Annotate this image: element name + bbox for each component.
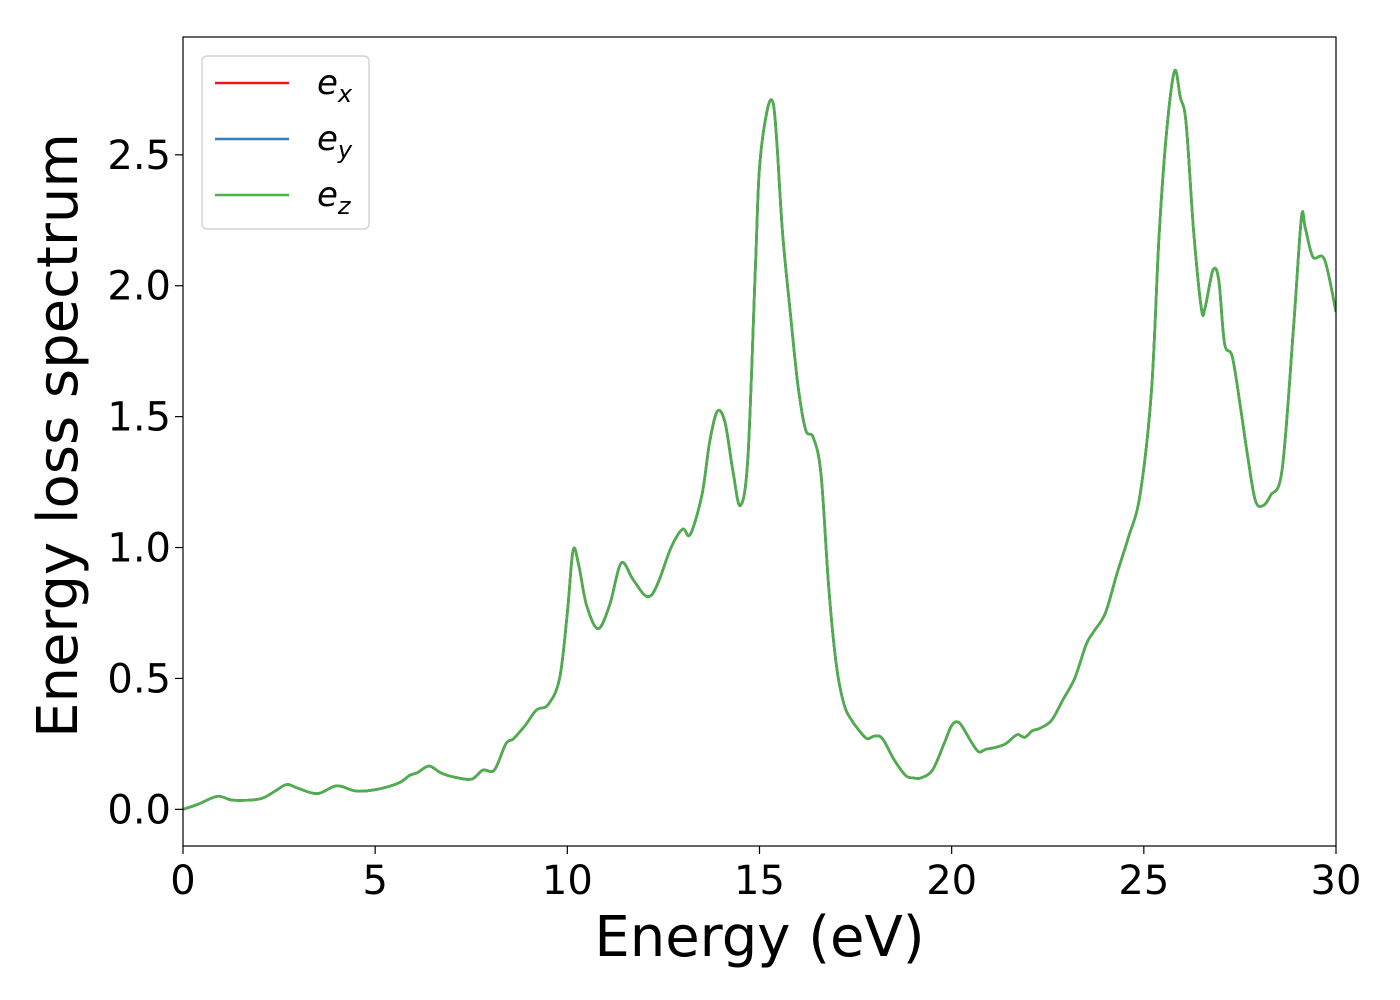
x-tick-label: 25 — [1118, 858, 1169, 904]
x-axis-title: Energy (eV) — [594, 905, 924, 970]
x-tick-label: 15 — [734, 858, 785, 904]
legend-label-ez: ez — [317, 175, 352, 220]
series-line-ez — [183, 68, 1336, 811]
y-tick-label: 1.5 — [107, 395, 171, 441]
x-tick-label: 30 — [1311, 858, 1362, 904]
legend-box — [201, 55, 370, 230]
y-axis-ticks: 0.0 0.5 1.0 1.5 2.0 2.5 — [107, 133, 183, 833]
legend: ex ey ez — [201, 55, 370, 230]
series-layer — [183, 68, 1336, 811]
x-tick-label: 0 — [170, 858, 195, 904]
y-tick-label: 2.5 — [107, 133, 171, 179]
x-tick-label: 5 — [362, 858, 387, 904]
x-tick-label: 20 — [926, 858, 977, 904]
y-axis-title: Energy loss spectrum — [26, 133, 91, 738]
legend-label-ex: ex — [317, 63, 353, 108]
x-axis-ticks: 0 5 10 15 20 25 30 — [170, 846, 1361, 904]
x-tick-label: 10 — [542, 858, 593, 904]
y-tick-label: 1.0 — [107, 526, 171, 572]
y-tick-label: 0.5 — [107, 656, 171, 702]
legend-label-ey: ey — [317, 119, 353, 164]
y-tick-label: 2.0 — [107, 264, 171, 310]
y-tick-label: 0.0 — [107, 787, 171, 833]
